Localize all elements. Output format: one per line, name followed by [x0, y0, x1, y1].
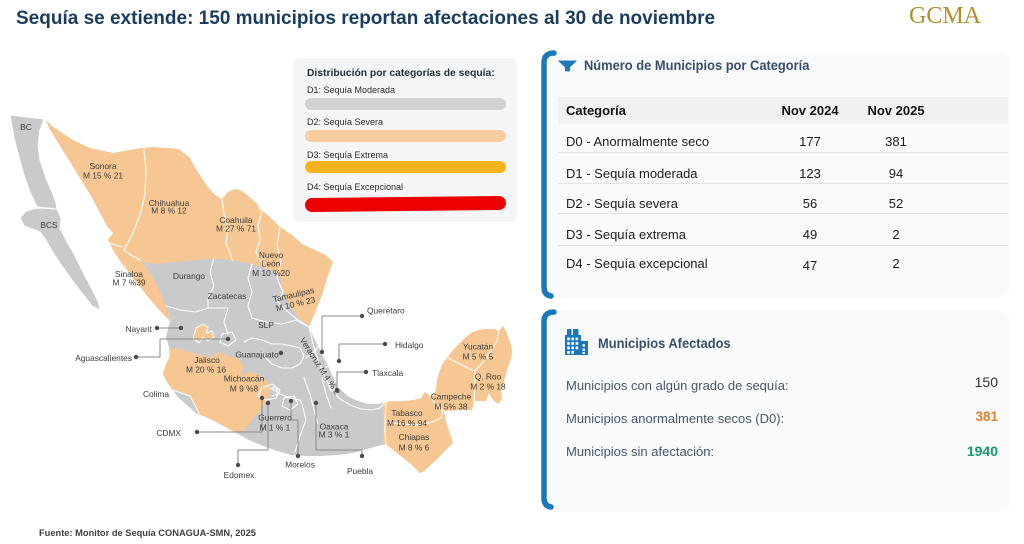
svg-text:Yucatán: Yucatán	[463, 342, 494, 352]
svg-text:M 15 % 21: M 15 % 21	[83, 171, 123, 181]
svg-text:Nayarit: Nayarit	[125, 324, 152, 334]
svg-text:Guanajuato: Guanajuato	[235, 350, 279, 360]
svg-text:M 16 % 94: M 16 % 94	[387, 418, 427, 428]
svg-text:M 5 % 5: M 5 % 5	[463, 352, 494, 362]
svg-text:Zacatecas: Zacatecas	[208, 291, 247, 301]
svg-text:M 1 % 1: M 1 % 1	[260, 423, 291, 433]
svg-text:Durango: Durango	[173, 271, 205, 281]
svg-text:Oaxaca: Oaxaca	[320, 422, 349, 432]
svg-text:Sinaloa: Sinaloa	[115, 269, 143, 279]
svg-text:Aguascalientes: Aguascalientes	[75, 353, 132, 363]
svg-text:M 9 %8: M 9 %8	[230, 384, 259, 394]
svg-text:M 10 %20: M 10 %20	[252, 268, 290, 278]
svg-text:BC: BC	[20, 122, 32, 132]
svg-text:Morelos: Morelos	[285, 460, 315, 470]
svg-text:M 7 %39: M 7 %39	[112, 278, 145, 288]
svg-text:Guerrero: Guerrero	[258, 413, 292, 423]
svg-text:Sonora: Sonora	[89, 161, 116, 171]
svg-text:Nuevo: Nuevo	[259, 250, 284, 260]
svg-text:M 3 % 1: M 3 % 1	[319, 430, 350, 440]
svg-text:Campeche: Campeche	[431, 392, 472, 402]
svg-text:Querétaro: Querétaro	[367, 306, 405, 316]
svg-text:M 8 % 6: M 8 % 6	[399, 443, 430, 453]
svg-text:León: León	[262, 259, 281, 269]
svg-text:Hidalgo: Hidalgo	[395, 340, 424, 350]
svg-text:M 27 % 71: M 27 % 71	[216, 224, 256, 234]
svg-text:M 20 % 16: M 20 % 16	[186, 365, 226, 375]
svg-text:M 2 % 18: M 2 % 18	[470, 382, 506, 392]
svg-text:Puebla: Puebla	[347, 466, 373, 476]
svg-text:Chiapas: Chiapas	[399, 432, 430, 442]
svg-text:CDMX: CDMX	[156, 428, 181, 438]
svg-text:M 8 % 12: M 8 % 12	[151, 206, 187, 216]
svg-text:Tlaxcala: Tlaxcala	[372, 368, 404, 378]
svg-text:Coahuila: Coahuila	[219, 215, 252, 225]
svg-text:Colima: Colima	[143, 389, 169, 399]
svg-text:Q. Roo: Q. Roo	[475, 372, 502, 382]
svg-text:Chihuahua: Chihuahua	[149, 198, 190, 208]
svg-text:Edomex: Edomex	[224, 470, 256, 480]
svg-text:SLP: SLP	[258, 320, 274, 330]
svg-text:Michoacán: Michoacán	[224, 374, 265, 384]
svg-text:Tabasco: Tabasco	[391, 408, 423, 418]
svg-text:BCS: BCS	[40, 220, 58, 230]
svg-text:M 5% 38: M 5% 38	[434, 402, 467, 412]
svg-text:Jalisco: Jalisco	[194, 355, 220, 365]
